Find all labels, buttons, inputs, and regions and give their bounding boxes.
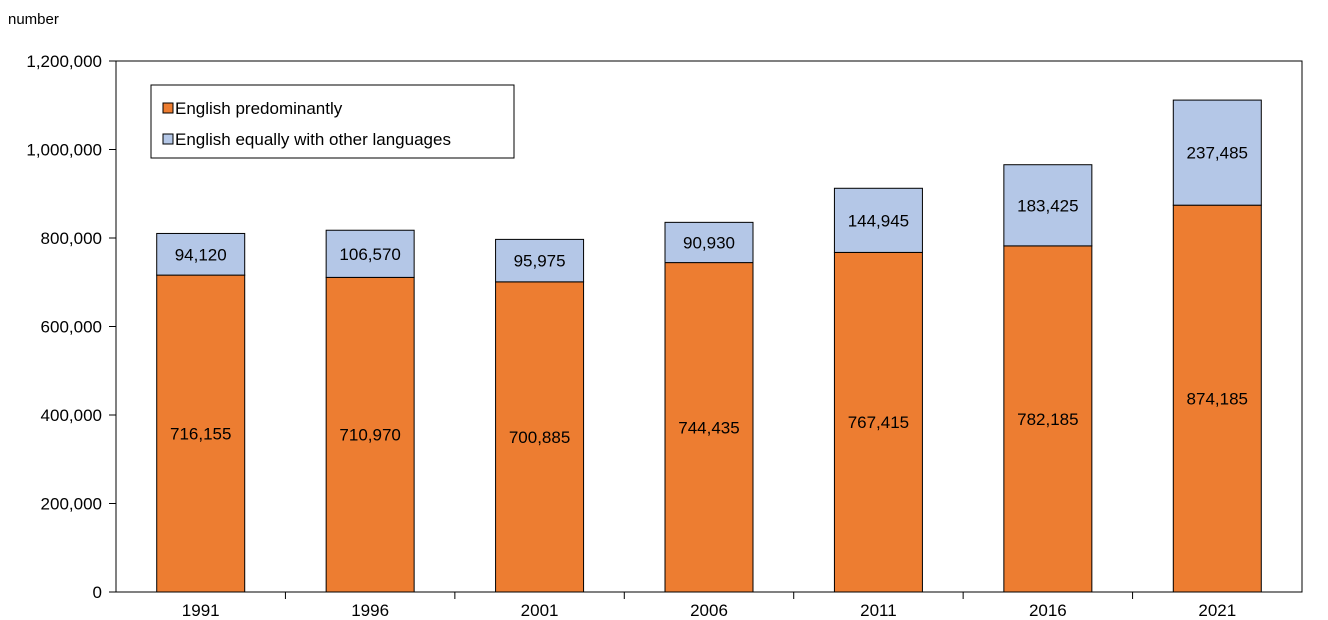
y-axis-unit-label: number [8, 11, 59, 28]
bar-segment-english-equally [1003, 164, 1093, 247]
bar-segment-english-equally [664, 221, 754, 264]
bar-segment-english-equally [1172, 99, 1262, 206]
y-tick-label: 200,000 [41, 495, 102, 514]
bars [156, 99, 1262, 593]
bar-data-label: 710,970 [339, 426, 400, 445]
x-tick-label: 2001 [521, 601, 559, 620]
bar-segment-english-predominantly [833, 251, 923, 593]
y-tick-label: 800,000 [41, 229, 102, 248]
bar-segment-english-predominantly [325, 276, 415, 593]
bar-data-label: 782,185 [1017, 410, 1078, 429]
bar-data-label: 183,425 [1017, 196, 1078, 215]
bar-segment-english-equally [495, 238, 585, 283]
bar-data-label: 716,155 [170, 425, 231, 444]
bar-data-label: 237,485 [1187, 144, 1248, 163]
y-tick-label: 1,000,000 [26, 141, 102, 160]
bar-segment-english-equally [833, 187, 923, 253]
bar-segment-english-equally [156, 232, 246, 276]
bar-segment-english-predominantly [664, 262, 754, 593]
x-tick-label: 1991 [182, 601, 220, 620]
plot-frame [115, 60, 1303, 593]
y-tick-label: 400,000 [41, 406, 102, 425]
bar-data-label: 874,185 [1187, 390, 1248, 409]
y-tick-label: 1,200,000 [26, 52, 102, 71]
legend-label-english-equally: English equally with other languages [175, 130, 451, 149]
y-axis: 0 200,000 400,000 600,000 800,000 1,000,000 1,… [26, 52, 116, 602]
bar-data-labels: 716,155 94,120 710,970 106,570 700,885 95,975… [170, 144, 1248, 447]
bar-segment-english-equally [325, 229, 415, 278]
x-tick-label: 2011 [860, 601, 897, 620]
x-axis: 1991 1996 2001 2006 2011 2016 2021 [182, 592, 1236, 620]
x-tick-label: 2016 [1029, 601, 1067, 620]
x-tick-label: 2006 [690, 601, 728, 620]
legend-swatch-english-predominantly [162, 102, 174, 114]
bar-segment-english-predominantly [1172, 204, 1262, 593]
x-tick-label: 2021 [1198, 601, 1236, 620]
legend-label-english-predominantly: English predominantly [175, 99, 343, 118]
bar-data-label: 90,930 [683, 233, 735, 252]
bar-data-label: 767,415 [848, 413, 909, 432]
y-tick-label: 0 [93, 583, 102, 602]
bar-data-label: 95,975 [514, 252, 566, 271]
x-tick-label: 1996 [351, 601, 389, 620]
bar-data-label: 94,120 [175, 245, 227, 264]
legend-box [150, 84, 515, 159]
y-tick-label: 600,000 [41, 318, 102, 337]
bar-data-label: 744,435 [678, 418, 739, 437]
bar-data-label: 106,570 [339, 245, 400, 264]
bar-data-label: 700,885 [509, 428, 570, 447]
bar-segment-english-predominantly [495, 281, 585, 593]
bar-segment-english-predominantly [156, 274, 246, 593]
legend-swatch-english-equally [162, 133, 174, 145]
legend: English predominantly English equally wi… [150, 84, 515, 159]
bar-data-label: 144,945 [848, 211, 909, 230]
